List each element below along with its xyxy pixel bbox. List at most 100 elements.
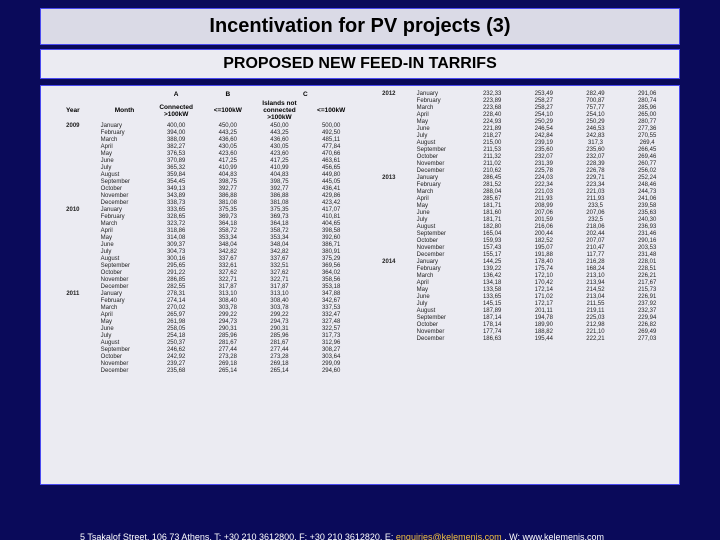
- month-cell: October: [415, 153, 467, 160]
- val-2: 188,82: [518, 328, 570, 335]
- month-cell: September: [415, 230, 467, 237]
- footer-web: , W: www.kelemenis.com: [504, 532, 604, 540]
- year-cell: [363, 237, 415, 244]
- val-a: 291,22: [150, 269, 202, 276]
- val-b: 423,60: [202, 150, 254, 157]
- month-cell: August: [99, 171, 151, 178]
- val-1: 133,65: [466, 293, 518, 300]
- month-cell: May: [415, 202, 467, 209]
- val-c2: 500,00: [305, 122, 357, 129]
- val-b: 443,25: [202, 129, 254, 136]
- val-c2: 398,58: [305, 227, 357, 234]
- month-cell: November: [99, 360, 151, 367]
- val-a: 359,84: [150, 171, 202, 178]
- month-cell: December: [99, 367, 151, 374]
- val-4: 265,00: [621, 111, 673, 118]
- val-2: 208,99: [518, 202, 570, 209]
- val-c2: 322,57: [305, 325, 357, 332]
- month-cell: September: [415, 314, 467, 321]
- year-cell: [47, 353, 99, 360]
- val-a: 343,89: [150, 192, 202, 199]
- footer-email-link[interactable]: enquiries@kelemenis.com: [396, 532, 502, 540]
- table-row: October159,93182,52207,07290,16: [363, 237, 673, 244]
- year-cell: [363, 251, 415, 258]
- month-cell: June: [415, 209, 467, 216]
- val-1: 139,22: [466, 265, 518, 272]
- val-c1: 381,08: [254, 199, 306, 206]
- year-cell: [47, 192, 99, 199]
- val-3: 213,04: [570, 293, 622, 300]
- val-c1: 285,96: [254, 332, 306, 339]
- val-2: 195,07: [518, 244, 570, 251]
- year-cell: [363, 195, 415, 202]
- val-c2: 380,91: [305, 248, 357, 255]
- year-cell: [47, 129, 99, 136]
- month-cell: July: [415, 216, 467, 223]
- month-cell: June: [99, 325, 151, 332]
- val-c1: 332,51: [254, 262, 306, 269]
- val-3: 254,10: [570, 111, 622, 118]
- val-3: 168,24: [570, 265, 622, 272]
- val-4: 215,73: [621, 286, 673, 293]
- val-4: 240,30: [621, 216, 673, 223]
- val-c1: 404,83: [254, 171, 306, 178]
- val-2: 195,44: [518, 335, 570, 342]
- val-c1: 398,75: [254, 178, 306, 185]
- val-c1: 281,67: [254, 339, 306, 346]
- val-3: 117,77: [570, 251, 622, 258]
- val-4: 239,58: [621, 202, 673, 209]
- year-cell: [363, 125, 415, 132]
- val-2: 191,88: [518, 251, 570, 258]
- val-3: 235,60: [570, 146, 622, 153]
- table-row: May181,71208,99233,5239,58: [363, 202, 673, 209]
- month-cell: March: [415, 188, 467, 195]
- val-4: 226,82: [621, 321, 673, 328]
- val-2: 221,03: [518, 188, 570, 195]
- month-cell: March: [415, 272, 467, 279]
- val-c2: 303,64: [305, 353, 357, 360]
- val-4: 244,73: [621, 188, 673, 195]
- month-cell: November: [415, 328, 467, 335]
- month-cell: October: [415, 321, 467, 328]
- year-cell: [47, 262, 99, 269]
- val-c2: 369,56: [305, 262, 357, 269]
- tariff-tables: ABCYearMonthConnected >100kW<=100kWIslan…: [40, 85, 680, 485]
- month-cell: August: [415, 307, 467, 314]
- val-b: 348,04: [202, 241, 254, 248]
- year-cell: [363, 230, 415, 237]
- year-cell: [47, 297, 99, 304]
- val-2: 194,78: [518, 314, 570, 321]
- val-3: 213,10: [570, 272, 622, 279]
- val-c2: 308,27: [305, 346, 357, 353]
- table-row: June258,05290,31290,31322,57: [47, 325, 357, 332]
- table-row: December210,62225,78226,78256,02: [363, 167, 673, 174]
- val-b: 398,75: [202, 178, 254, 185]
- year-cell: [47, 318, 99, 325]
- table-row: August187,89201,11219,11232,37: [363, 307, 673, 314]
- table-row: June221,89246,54246,53277,36: [363, 125, 673, 132]
- month-cell: February: [415, 265, 467, 272]
- month-cell: November: [415, 160, 467, 167]
- table-row: September295,65332,61332,51369,56: [47, 262, 357, 269]
- val-a: 394,00: [150, 129, 202, 136]
- year-cell: [47, 185, 99, 192]
- val-a: 286,85: [150, 276, 202, 283]
- year-cell: [47, 255, 99, 262]
- table-row: October242,92273,28273,28303,64: [47, 353, 357, 360]
- year-cell: [363, 146, 415, 153]
- val-4: 248,46: [621, 181, 673, 188]
- year-cell: [363, 160, 415, 167]
- year-cell: [363, 202, 415, 209]
- year-cell: [47, 234, 99, 241]
- val-b: 369,73: [202, 213, 254, 220]
- val-c2: 445,05: [305, 178, 357, 185]
- val-3: 317,3: [570, 139, 622, 146]
- val-2: 235,60: [518, 146, 570, 153]
- table-row: June133,65171,02213,04226,91: [363, 293, 673, 300]
- val-3: 757,77: [570, 104, 622, 111]
- year-cell: [47, 143, 99, 150]
- val-b: 281,67: [202, 339, 254, 346]
- val-3: 212,98: [570, 321, 622, 328]
- month-cell: January: [99, 206, 151, 213]
- table-row: June370,89417,25417,25463,61: [47, 157, 357, 164]
